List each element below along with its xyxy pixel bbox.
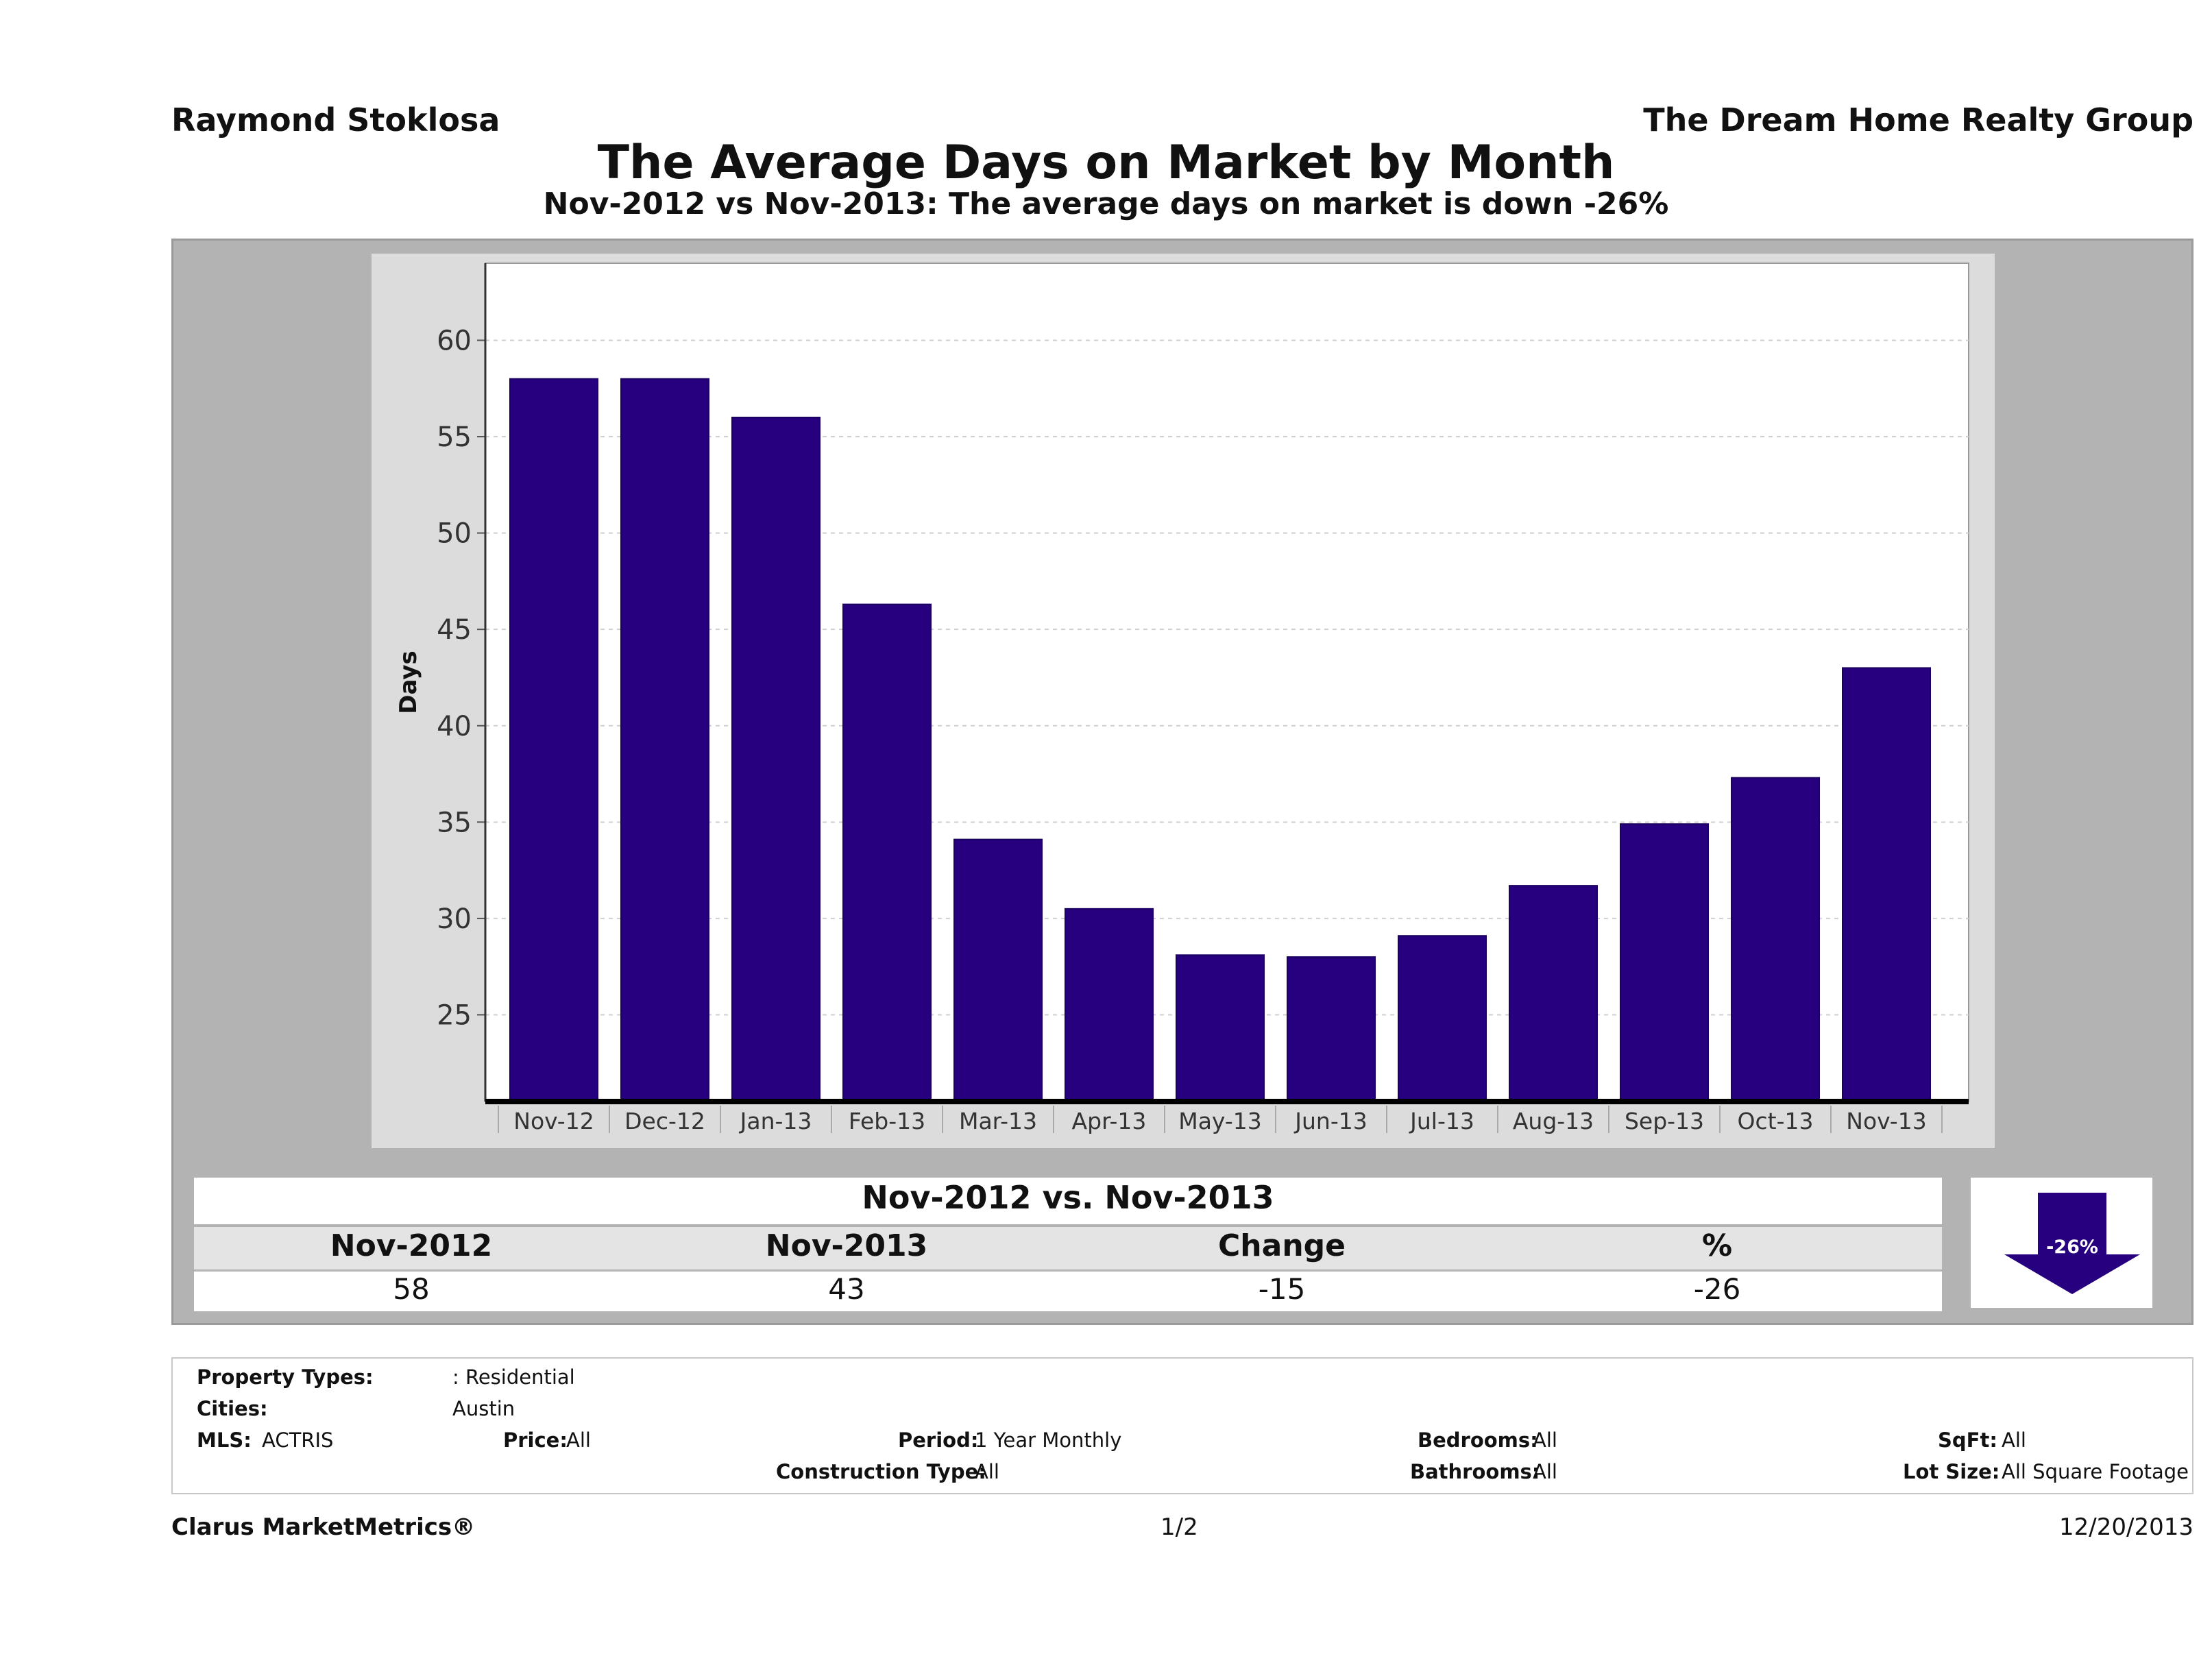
y-tick-label: 25 (437, 999, 472, 1031)
x-tick-label: Dec-12 (624, 1108, 705, 1134)
bar-feb-13 (842, 603, 932, 1103)
x-tick-label: Aug-13 (1513, 1108, 1594, 1134)
sqft-label: SqFt: (1938, 1428, 1997, 1452)
period-label: Period: (898, 1428, 979, 1452)
bar-jul-13 (1398, 935, 1487, 1102)
summary-title-bar (194, 1178, 1942, 1224)
summary-value-percent: -26 (1693, 1272, 1741, 1306)
bar-dec-12 (620, 378, 709, 1102)
mls-label: MLS: (197, 1428, 252, 1452)
lot-size-value: All Square Footage (2002, 1460, 2189, 1483)
company-name: The Dream Home Realty Group (1643, 101, 2193, 138)
bar-jun-13 (1287, 956, 1376, 1103)
bedrooms-value: All (1533, 1428, 1557, 1452)
y-tick-label: 40 (437, 711, 472, 742)
cities-value: Austin (452, 1397, 515, 1420)
x-tick-label: Sep-13 (1625, 1108, 1704, 1134)
x-tick-label: Jul-13 (1409, 1108, 1474, 1134)
summary-title: Nov-2012 vs. Nov-2013 (862, 1179, 1274, 1216)
y-tick-label: 55 (437, 422, 472, 453)
bar-apr-13 (1065, 908, 1154, 1102)
summary-value-nov-2012: 58 (393, 1272, 430, 1306)
filter-panel (171, 1357, 2193, 1494)
footer-date: 12/20/2013 (2059, 1513, 2193, 1541)
x-tick-label: Jan-13 (739, 1108, 812, 1134)
x-tick-label: Oct-13 (1738, 1108, 1814, 1134)
bedrooms-label: Bedrooms: (1418, 1428, 1538, 1452)
bar-jan-13 (731, 416, 821, 1102)
chart-title: The Average Days on Market by Month (597, 136, 1615, 190)
period-value: 1 Year Monthly (975, 1428, 1122, 1452)
price-value: All (566, 1428, 591, 1452)
footer-page-number: 1/2 (1160, 1513, 1198, 1541)
x-tick-label: Apr-13 (1072, 1108, 1147, 1134)
x-tick-label: May-13 (1178, 1108, 1262, 1134)
y-tick-label: 45 (437, 614, 472, 646)
bar-may-13 (1176, 954, 1265, 1102)
summary-header-row (194, 1227, 1942, 1269)
bar-mar-13 (953, 838, 1043, 1102)
chart-area: 25 30 35 40 45 50 55 60 Days Nov-12 Dec-12 Jan-13 Fe… (372, 254, 1995, 1148)
x-tick-label: Nov-12 (513, 1108, 594, 1134)
agent-name: Raymond Stoklosa (171, 101, 500, 138)
arrow-percent-label: -26% (2046, 1237, 2098, 1258)
summary-col-nov-2013: Nov-2013 (765, 1228, 928, 1263)
property-types-value: : Residential (452, 1365, 575, 1389)
change-arrow-box: -26% (1971, 1178, 2152, 1308)
bar-aug-13 (1509, 885, 1598, 1103)
mls-value: ACTRIS (262, 1428, 334, 1452)
y-axis-label: Days (395, 650, 422, 714)
bathrooms-label: Bathrooms: (1410, 1460, 1540, 1483)
bar-nov-13 (1842, 667, 1931, 1102)
bar-oct-13 (1731, 777, 1820, 1102)
down-arrow-icon: -26% (2004, 1193, 2140, 1294)
chart-subtitle: Nov-2012 vs Nov-2013: The average days o… (543, 186, 1669, 221)
bar-nov-12 (509, 378, 598, 1102)
summary-value-nov-2013: 43 (828, 1272, 865, 1306)
y-tick-label: 60 (437, 325, 472, 356)
footer-brand: Clarus MarketMetrics® (171, 1513, 476, 1541)
y-tick-label: 30 (437, 903, 472, 935)
sqft-value: All (2002, 1428, 2026, 1452)
x-tick-label: Jun-13 (1293, 1108, 1367, 1134)
x-tick-label: Feb-13 (849, 1108, 925, 1134)
summary-col-change: Change (1218, 1228, 1346, 1263)
summary-col-nov-2012: Nov-2012 (330, 1228, 493, 1263)
cities-label: Cities: (197, 1397, 268, 1420)
x-tick-label: Nov-13 (1846, 1108, 1926, 1134)
construction-type-value: All (975, 1460, 999, 1483)
price-label: Price: (503, 1428, 568, 1452)
property-types-label: Property Types: (197, 1365, 374, 1389)
y-tick-label: 50 (437, 518, 472, 550)
lot-size-label: Lot Size: (1903, 1460, 2000, 1483)
bar-chart: 25 30 35 40 45 50 55 60 Days Nov-12 Dec-12 Jan-13 Fe… (395, 263, 1969, 1134)
y-tick-label: 35 (437, 807, 472, 838)
construction-type-label: Construction Type: (776, 1460, 986, 1483)
x-tick-label: Mar-13 (959, 1108, 1037, 1134)
bathrooms-value: All (1533, 1460, 1557, 1483)
bar-sep-13 (1620, 823, 1709, 1102)
summary-col-percent: % (1701, 1228, 1733, 1263)
summary-value-row (194, 1272, 1942, 1311)
summary-value-change: -15 (1258, 1272, 1306, 1306)
